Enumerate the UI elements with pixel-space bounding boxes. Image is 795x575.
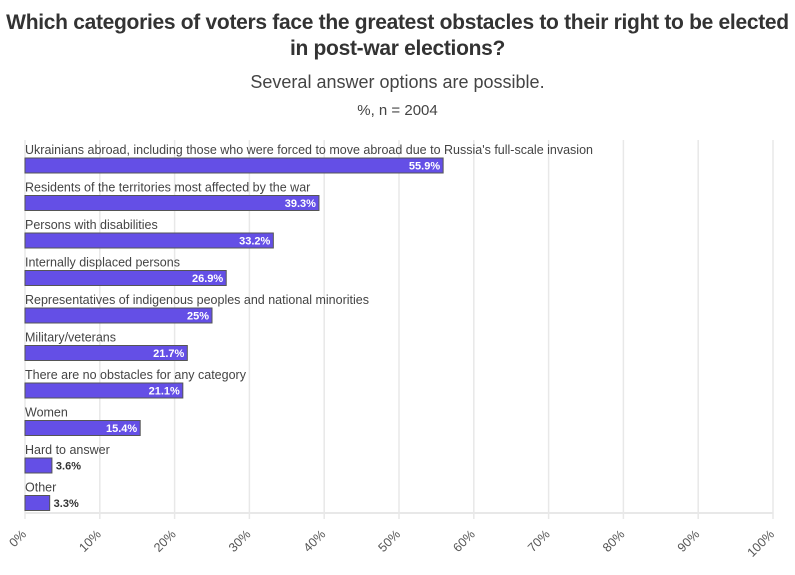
- bars: Ukrainians abroad, including those who w…: [24, 143, 593, 511]
- value-label: 15.4%: [106, 423, 137, 435]
- value-label: 3.6%: [56, 461, 81, 473]
- bar-row: Military/veterans 21.7%: [24, 331, 188, 361]
- bar: [24, 307, 213, 324]
- value-label: 55.9%: [409, 161, 440, 173]
- value-label: 3.3%: [54, 498, 79, 510]
- category-label: Other: [25, 481, 56, 495]
- chart-note: %, n = 2004: [357, 102, 438, 119]
- x-tick-label: 60%: [450, 527, 478, 555]
- bar-row: Hard to answer 3.6%: [24, 443, 110, 474]
- x-tick-label: 80%: [600, 527, 628, 555]
- x-tick-label: 50%: [376, 527, 404, 555]
- bar: [24, 457, 53, 474]
- category-label: Persons with disabilities: [25, 218, 158, 232]
- chart-subtitle: Several answer options are possible.: [250, 72, 545, 92]
- bar: [24, 495, 51, 511]
- chart-title: Which categories of voters face the grea…: [6, 11, 789, 60]
- bar: [24, 157, 444, 174]
- x-tick-label: 20%: [151, 527, 179, 555]
- category-label: Internally displaced persons: [25, 256, 180, 270]
- x-tick-label: 90%: [675, 527, 703, 555]
- bar-row: Internally displaced persons 26.9%: [24, 256, 227, 286]
- gridlines: [24, 140, 774, 519]
- category-label: Hard to answer: [25, 443, 110, 457]
- value-label: 39.3%: [285, 198, 316, 210]
- bar-row: Other 3.3%: [24, 481, 79, 511]
- bar: [24, 420, 141, 436]
- x-tick-label: 30%: [226, 527, 254, 555]
- value-label: 21.7%: [153, 348, 184, 360]
- x-axis-ticks: 0% 10% 20% 30% 40% 50% 60% 70% 80% 90% 100%: [6, 527, 777, 560]
- bar-row: Women 15.4%: [24, 406, 141, 436]
- bar: [24, 345, 188, 361]
- x-tick-label: 10%: [76, 527, 104, 555]
- x-tick-label: 40%: [301, 527, 329, 555]
- value-label: 26.9%: [192, 273, 223, 285]
- bar-row: Representatives of indigenous peoples an…: [24, 293, 369, 324]
- bar-row: Residents of the territories most affect…: [24, 181, 320, 211]
- value-label: 21.1%: [149, 386, 180, 398]
- value-label: 25%: [187, 311, 209, 323]
- category-label: Ukrainians abroad, including those who w…: [25, 143, 593, 157]
- x-tick-label: 0%: [6, 527, 29, 550]
- x-tick-label: 100%: [745, 527, 778, 560]
- bar: [24, 270, 227, 286]
- category-label: There are no obstacles for any category: [25, 368, 247, 382]
- bar: [24, 232, 274, 249]
- category-label: Military/veterans: [25, 331, 116, 345]
- category-label: Representatives of indigenous peoples an…: [25, 293, 369, 307]
- bar: [24, 195, 320, 211]
- bar: [24, 382, 184, 399]
- value-label: 33.2%: [239, 236, 270, 248]
- bar-row: Ukrainians abroad, including those who w…: [24, 143, 593, 174]
- x-tick-label: 70%: [525, 527, 553, 555]
- bar-row: There are no obstacles for any category 2…: [24, 368, 247, 399]
- category-label: Residents of the territories most affect…: [25, 181, 310, 195]
- bar-row: Persons with disabilities 33.2%: [24, 218, 274, 249]
- category-label: Women: [25, 406, 68, 420]
